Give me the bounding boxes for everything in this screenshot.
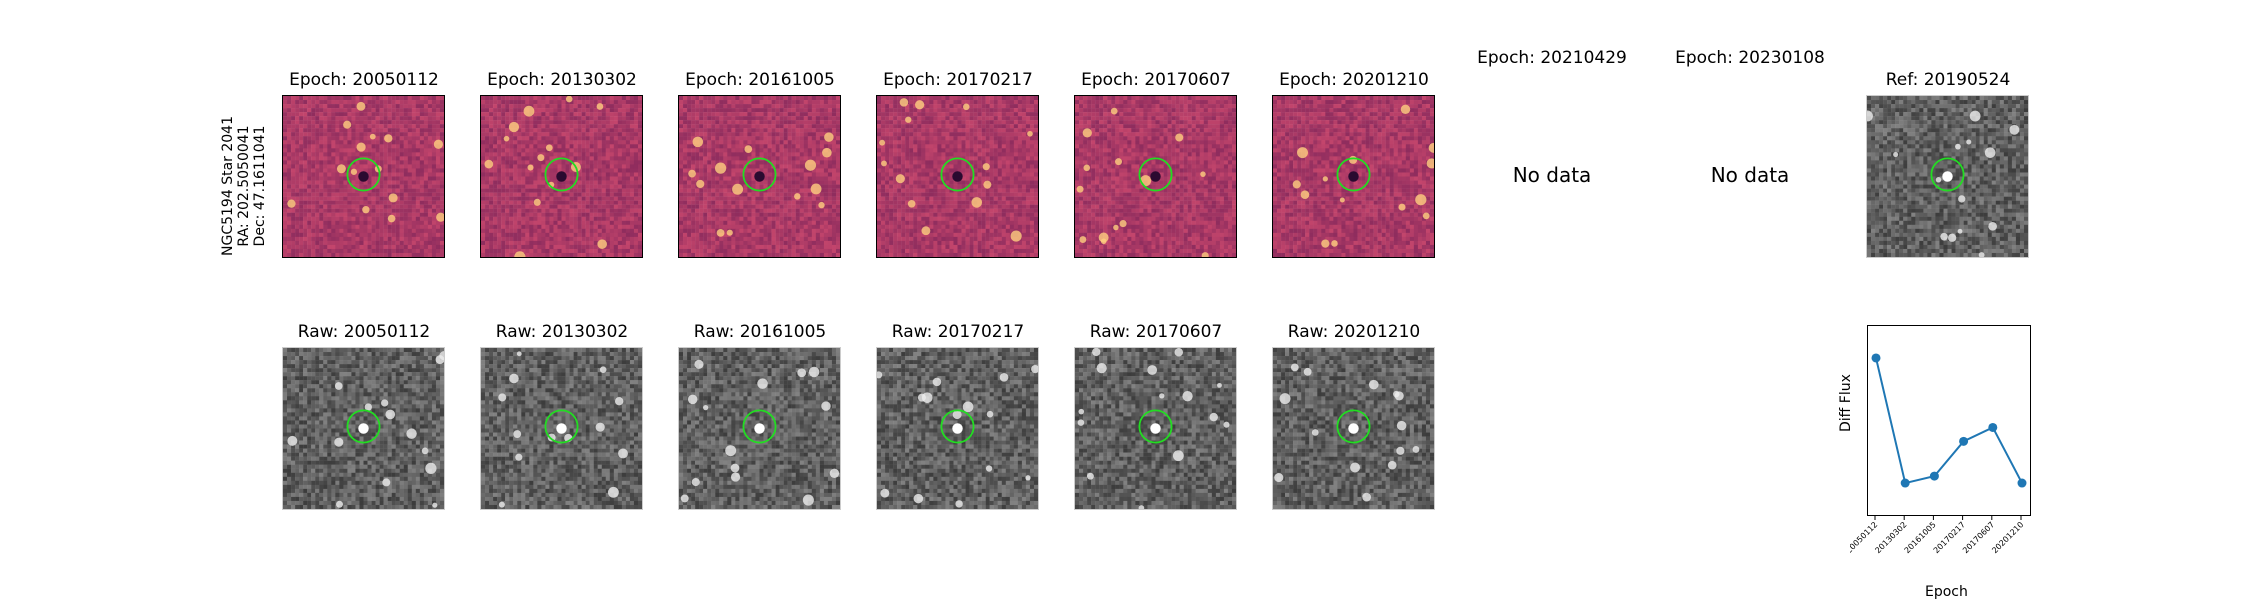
aperture-circle bbox=[1336, 409, 1371, 444]
aperture-circle bbox=[1930, 157, 1965, 192]
aperture-circle bbox=[742, 157, 777, 192]
star-info-label: NGC5194 Star 2041 RA: 202.5050041 Dec: 4… bbox=[220, 106, 280, 266]
diff-image-2 bbox=[480, 95, 643, 258]
raw-title-5: Raw: 20170607 bbox=[1046, 322, 1266, 342]
aperture-circle bbox=[346, 409, 381, 444]
raw-title-4: Raw: 20170217 bbox=[848, 322, 1068, 342]
diff-image-1 bbox=[282, 95, 445, 258]
raw-image-2 bbox=[480, 347, 643, 510]
diff-image-5 bbox=[1074, 95, 1237, 258]
reference-image bbox=[1866, 95, 2029, 258]
epoch-title-6: Epoch: 20201210 bbox=[1244, 70, 1464, 90]
no-data-message-1: No data bbox=[1452, 163, 1652, 187]
star-ra: RA: 202.5050041 bbox=[236, 106, 252, 266]
diff-image-6 bbox=[1272, 95, 1435, 258]
chart-x-label: Epoch bbox=[1925, 584, 1968, 600]
diff-image-3 bbox=[678, 95, 841, 258]
star-name: NGC5194 Star 2041 bbox=[220, 106, 236, 266]
aperture-circle bbox=[544, 157, 579, 192]
star-dec: Dec: 47.1611041 bbox=[252, 106, 268, 266]
raw-image-6 bbox=[1272, 347, 1435, 510]
epoch-title-3: Epoch: 20161005 bbox=[650, 70, 870, 90]
epoch-title-1: Epoch: 20050112 bbox=[254, 70, 474, 90]
epoch-title-5: Epoch: 20170607 bbox=[1046, 70, 1266, 90]
light-curve-plot bbox=[1871, 353, 2027, 488]
aperture-circle bbox=[544, 409, 579, 444]
data-point bbox=[2017, 478, 2027, 488]
raw-title-3: Raw: 20161005 bbox=[650, 322, 870, 342]
epoch-title-8: Epoch: 20230108 bbox=[1640, 48, 1860, 68]
data-point bbox=[1959, 436, 1969, 446]
raw-title-1: Raw: 20050112 bbox=[254, 322, 474, 342]
aperture-circle bbox=[940, 409, 975, 444]
raw-title-2: Raw: 20130302 bbox=[452, 322, 672, 342]
aperture-circle bbox=[346, 157, 381, 192]
chart-y-label: Diff Flux bbox=[1838, 374, 1854, 432]
raw-image-1 bbox=[282, 347, 445, 510]
data-point bbox=[1988, 422, 1998, 432]
light-curve-chart bbox=[1867, 325, 2031, 516]
epoch-title-2: Epoch: 20130302 bbox=[452, 70, 672, 90]
raw-image-4 bbox=[876, 347, 1039, 510]
chart-x-ticks: 2005011220130302201610052017021720170607… bbox=[1850, 515, 2025, 555]
x-tick-label: 20201210 bbox=[1990, 520, 2025, 555]
aperture-circle bbox=[742, 409, 777, 444]
aperture-circle bbox=[940, 157, 975, 192]
diff-image-4 bbox=[876, 95, 1039, 258]
no-data-message-2: No data bbox=[1650, 163, 1850, 187]
raw-title-6: Raw: 20201210 bbox=[1244, 322, 1464, 342]
aperture-circle bbox=[1336, 157, 1371, 192]
raw-image-3 bbox=[678, 347, 841, 510]
aperture-circle bbox=[1138, 157, 1173, 192]
reference-title: Ref: 20190524 bbox=[1838, 70, 2058, 90]
data-point bbox=[1871, 353, 1881, 363]
raw-image-5 bbox=[1074, 347, 1237, 510]
data-point bbox=[1900, 478, 1910, 488]
aperture-circle bbox=[1138, 409, 1173, 444]
data-point bbox=[1929, 471, 1939, 481]
series-line bbox=[1875, 357, 2023, 485]
epoch-title-7: Epoch: 20210429 bbox=[1442, 48, 1662, 68]
epoch-title-4: Epoch: 20170217 bbox=[848, 70, 1068, 90]
